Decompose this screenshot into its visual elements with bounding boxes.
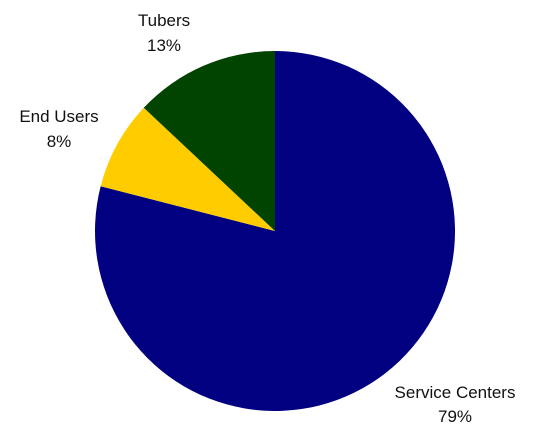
slice-label-value: 8% (47, 132, 72, 151)
slice-label-name: End Users (19, 107, 98, 126)
pie-slice-tubers (143, 51, 275, 231)
label-end-users: End Users 8% (19, 107, 98, 151)
slice-label-name: Service Centers (395, 383, 516, 402)
label-tubers: Tubers 13% (138, 11, 190, 55)
pie-slice-service-centers (95, 51, 456, 412)
pie-slices (95, 51, 456, 412)
slice-label-value: 79% (438, 407, 472, 425)
label-service-centers: Service Centers 79% (395, 383, 516, 425)
slice-label-value: 13% (147, 36, 181, 55)
pie-slice-end-users (100, 107, 275, 231)
slice-label-name: Tubers (138, 11, 190, 30)
